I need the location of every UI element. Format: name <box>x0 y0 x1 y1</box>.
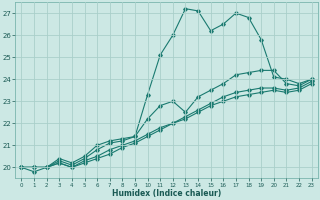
X-axis label: Humidex (Indice chaleur): Humidex (Indice chaleur) <box>112 189 221 198</box>
